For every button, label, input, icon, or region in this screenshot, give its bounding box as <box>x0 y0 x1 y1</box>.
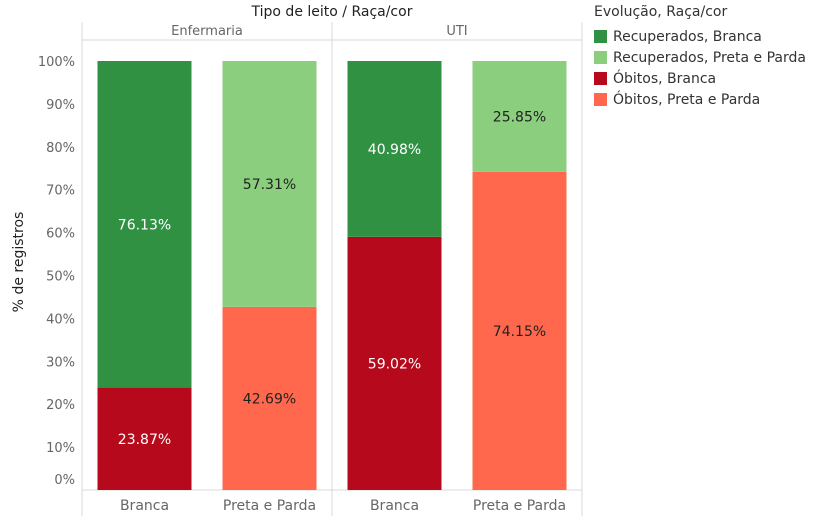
data-label: 25.85% <box>493 109 546 125</box>
data-label: 74.15% <box>493 324 546 340</box>
y-tick-label: 100% <box>38 55 75 70</box>
legend-title: Evolução, Raça/cor <box>594 4 728 20</box>
y-tick-label: 30% <box>46 355 75 370</box>
chart-title: Tipo de leito / Raça/cor <box>251 4 413 20</box>
bar-segment <box>347 236 442 490</box>
data-label: 76.13% <box>118 217 171 233</box>
bar-segment <box>472 61 567 172</box>
data-label: 42.69% <box>243 391 296 407</box>
bar-segment <box>222 61 317 307</box>
x-category-label: Branca <box>120 498 169 514</box>
legend: Evolução, Raça/cor Recuperados, Branca R… <box>594 4 814 110</box>
x-category-label: Preta e Parda <box>473 498 566 514</box>
legend-label: Recuperados, Preta e Parda <box>613 49 806 66</box>
panel-header: Enfermaria <box>171 24 243 39</box>
data-label: 23.87% <box>118 432 171 448</box>
bar-segment <box>97 61 192 388</box>
legend-label: Óbitos, Branca <box>613 70 717 87</box>
x-category-label: Branca <box>370 498 419 514</box>
legend-item-obitos-preta-parda[interactable]: Óbitos, Preta e Parda <box>594 89 814 110</box>
legend-label: Óbitos, Preta e Parda <box>613 91 761 108</box>
data-labels: 23.87% 76.13% 42.69% 57.31% 59.02% 40.98% 74.1… <box>118 109 546 447</box>
bar-segment <box>222 306 317 490</box>
legend-swatch <box>594 93 607 106</box>
bar-segment <box>347 61 442 237</box>
panel-header: UTI <box>446 24 467 39</box>
bar-segment <box>472 171 567 491</box>
bars <box>97 61 567 491</box>
legend-item-obitos-branca[interactable]: Óbitos, Branca <box>594 68 814 89</box>
legend-label: Recuperados, Branca <box>613 28 762 45</box>
y-axis-tick-labels: 0% 10% 20% 30% 40% 50% 60% 70% 80% 90% 100% <box>38 55 75 488</box>
data-label: 57.31% <box>243 177 296 193</box>
legend-swatch <box>594 51 607 64</box>
panel-header-labels: Enfermaria UTI <box>171 24 468 39</box>
legend-item-recuperados-branca[interactable]: Recuperados, Branca <box>594 26 814 47</box>
y-tick-label: 20% <box>46 398 75 413</box>
y-axis-title: % de registros <box>11 212 27 313</box>
legend-swatch <box>594 30 607 43</box>
x-category-label: Preta e Parda <box>223 498 316 514</box>
y-tick-label: 60% <box>46 227 75 242</box>
y-tick-label: 80% <box>46 141 75 156</box>
legend-swatch <box>594 72 607 85</box>
x-axis-category-labels: Branca Preta e Parda Branca Preta e Parda <box>120 498 566 514</box>
y-tick-label: 50% <box>46 270 75 285</box>
y-tick-label: 10% <box>46 441 75 456</box>
y-tick-label: 90% <box>46 98 75 113</box>
y-tick-label: 40% <box>46 312 75 327</box>
data-label: 59.02% <box>368 356 421 372</box>
y-tick-label: 70% <box>46 184 75 199</box>
y-tick-label: 0% <box>54 473 75 488</box>
bar-segment <box>97 387 192 490</box>
data-label: 40.98% <box>368 142 421 158</box>
legend-item-recuperados-preta-parda[interactable]: Recuperados, Preta e Parda <box>594 47 814 68</box>
